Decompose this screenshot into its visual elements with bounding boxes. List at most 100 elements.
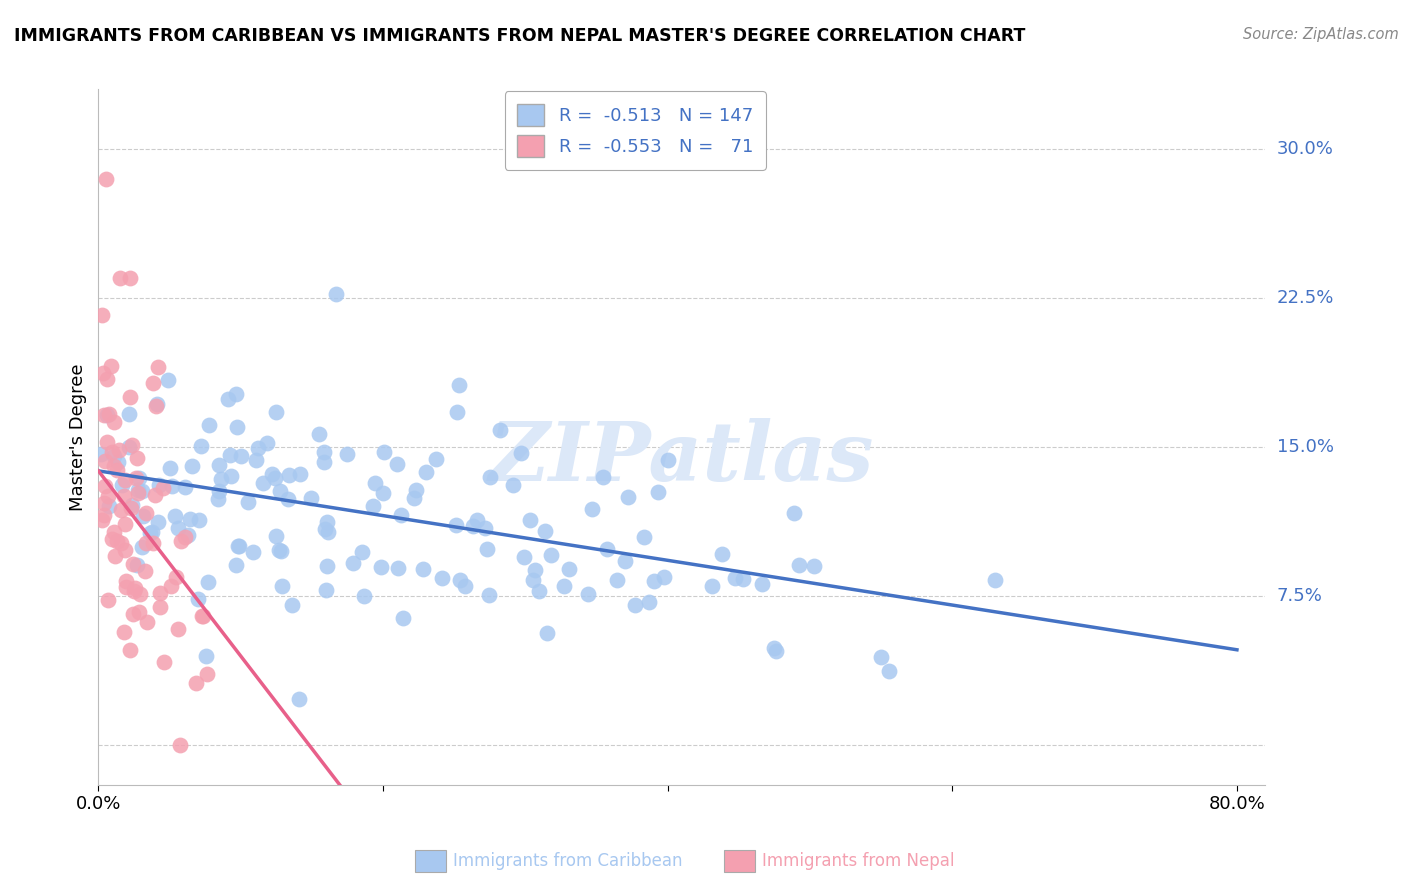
Point: [652, 570, 675, 584]
Point: [128, 471, 150, 485]
Point: [93, 409, 115, 423]
Point: [118, 642, 141, 657]
Point: [143, 488, 166, 502]
Point: [94, 171, 117, 186]
Point: [218, 448, 240, 462]
Point: [167, 623, 190, 637]
Point: [342, 557, 364, 571]
Point: [94, 454, 117, 468]
Point: [430, 571, 453, 585]
Point: [461, 518, 484, 533]
Point: [478, 588, 501, 602]
Point: [558, 562, 581, 576]
Point: [229, 450, 252, 464]
Point: [447, 377, 470, 392]
Point: [287, 692, 309, 706]
Point: [657, 452, 679, 467]
Point: [787, 558, 810, 573]
Point: [122, 558, 145, 572]
Point: [179, 512, 201, 526]
Point: [288, 467, 311, 481]
Point: [527, 584, 550, 599]
Point: [100, 359, 122, 373]
Point: [540, 548, 562, 562]
Point: [105, 533, 128, 548]
Text: Immigrants from Nepal: Immigrants from Nepal: [762, 852, 955, 870]
Point: [803, 558, 825, 573]
Point: [228, 539, 250, 553]
Point: [190, 439, 212, 453]
Point: [373, 445, 395, 459]
Point: [869, 650, 891, 665]
Point: [371, 486, 394, 500]
Point: [125, 558, 148, 572]
Point: [108, 271, 131, 285]
Point: [107, 455, 129, 469]
Point: [120, 501, 142, 516]
Point: [180, 459, 202, 474]
Point: [269, 483, 291, 498]
Point: [425, 451, 447, 466]
Y-axis label: Master's Degree: Master's Degree: [69, 363, 87, 511]
Point: [524, 563, 547, 577]
Point: [191, 609, 214, 624]
Point: [101, 445, 124, 459]
Point: [114, 517, 136, 532]
Point: [522, 573, 544, 587]
Text: 15.0%: 15.0%: [1277, 438, 1333, 456]
Point: [90, 447, 112, 461]
Point: [152, 481, 174, 495]
Point: [245, 453, 267, 467]
Point: [363, 499, 385, 513]
Text: 30.0%: 30.0%: [1277, 140, 1333, 158]
Point: [256, 435, 278, 450]
Point: [104, 549, 127, 563]
Point: [103, 449, 125, 463]
Point: [314, 522, 336, 536]
Point: [581, 501, 603, 516]
Point: [122, 607, 145, 621]
Point: [118, 440, 141, 454]
Point: [270, 579, 292, 593]
Point: [135, 506, 157, 520]
Point: [198, 418, 221, 433]
Point: [115, 574, 138, 589]
Point: [270, 543, 292, 558]
Point: [454, 579, 477, 593]
Text: Source: ZipAtlas.com: Source: ZipAtlas.com: [1243, 27, 1399, 42]
Point: [159, 579, 181, 593]
Point: [711, 547, 734, 561]
Point: [633, 530, 655, 544]
Point: [614, 554, 637, 568]
Point: [783, 506, 806, 520]
Point: [225, 558, 247, 572]
Point: [121, 438, 143, 452]
Point: [519, 513, 541, 527]
Point: [308, 427, 330, 442]
Point: [197, 667, 219, 681]
Point: [90, 308, 112, 322]
Point: [149, 600, 172, 615]
Point: [112, 624, 135, 639]
Point: [112, 489, 135, 503]
Point: [170, 533, 193, 548]
Point: [128, 605, 150, 619]
Point: [141, 524, 163, 539]
Point: [281, 598, 304, 612]
Point: [219, 469, 242, 483]
Point: [125, 451, 148, 466]
Point: [510, 446, 533, 460]
Point: [146, 396, 169, 410]
Point: [370, 560, 392, 574]
Point: [114, 473, 136, 487]
Point: [266, 405, 288, 419]
Point: [103, 524, 125, 539]
Point: [114, 543, 136, 558]
Point: [165, 570, 187, 584]
Point: [207, 491, 229, 506]
Point: [124, 581, 146, 595]
Point: [446, 405, 468, 419]
Point: [316, 559, 339, 574]
Point: [387, 561, 409, 575]
Point: [246, 442, 269, 456]
